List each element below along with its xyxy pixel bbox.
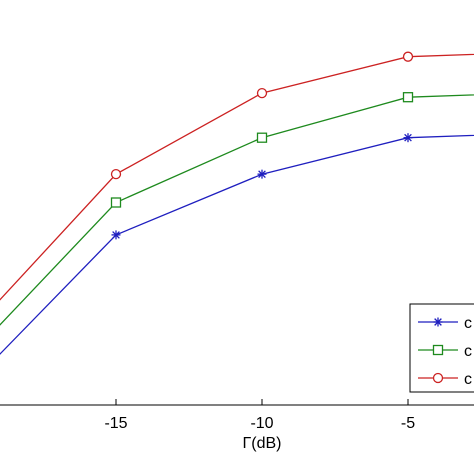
legend-label: c <box>464 371 472 388</box>
series-2-point <box>256 132 268 143</box>
legend-marker <box>433 317 443 327</box>
series-2-point <box>110 197 122 208</box>
series-3-point <box>110 168 122 180</box>
series-1-point <box>403 133 413 143</box>
series-3-point <box>256 88 268 99</box>
legend-marker <box>432 372 444 384</box>
series-2-point <box>402 92 414 103</box>
legend-label: c <box>464 315 472 332</box>
series-2 <box>0 92 474 326</box>
series-layer <box>0 51 474 355</box>
x-axis-title: Γ(dB) <box>242 435 281 452</box>
x-tick-label: -10 <box>250 415 273 432</box>
series-3-point <box>402 51 414 62</box>
series-1 <box>0 133 474 355</box>
x-tick-label: -5 <box>401 415 415 432</box>
legend: ccc <box>409 303 474 393</box>
legend-marker <box>432 344 444 356</box>
x-ticks: -15 -10 -5 <box>104 399 415 432</box>
legend-label: c <box>464 343 472 360</box>
series-3 <box>0 51 474 301</box>
series-1-point <box>111 230 121 240</box>
x-tick-label: -15 <box>104 415 127 432</box>
series-1-point <box>257 169 267 179</box>
